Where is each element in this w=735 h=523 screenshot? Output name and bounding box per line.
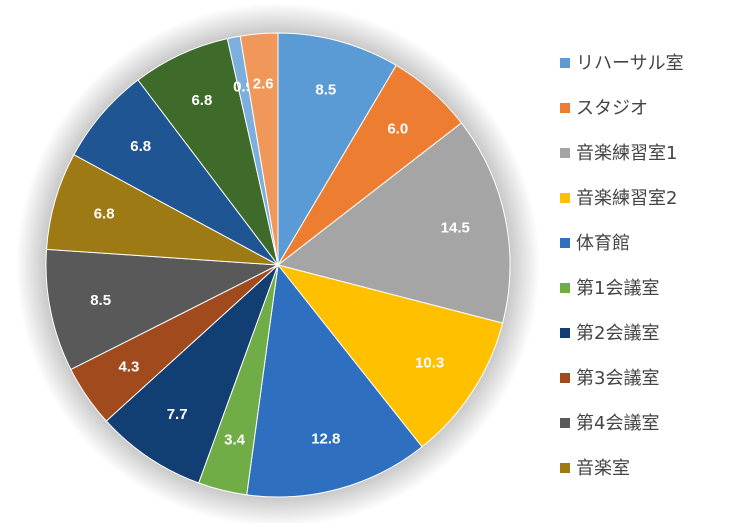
data-label: 6.8 xyxy=(191,92,212,109)
data-label: 6.8 xyxy=(94,206,115,223)
pie-slice xyxy=(276,122,511,324)
legend-label: 音楽練習室1 xyxy=(576,143,677,164)
pie-slice xyxy=(45,248,280,371)
legend-swatch xyxy=(560,193,570,203)
pie-slice xyxy=(105,264,279,484)
data-label: 8.5 xyxy=(315,81,336,98)
data-label: 12.8 xyxy=(311,431,340,448)
legend-label: 音楽練習室2 xyxy=(576,188,677,209)
data-label: 6.8 xyxy=(130,138,151,155)
pie-slice xyxy=(277,32,397,267)
pie-slice xyxy=(276,264,504,448)
legend-label: 音楽室 xyxy=(576,458,630,479)
data-label: 10.3 xyxy=(415,355,444,372)
legend-swatch xyxy=(560,283,570,293)
legend-label: 第4会議室 xyxy=(576,413,659,434)
legend-label: リハーサル室 xyxy=(576,53,684,74)
legend-swatch xyxy=(560,328,570,338)
legend-swatch xyxy=(560,373,570,383)
legend-label: 第3会議室 xyxy=(576,368,659,389)
pie-slice xyxy=(239,32,279,266)
data-label: 14.5 xyxy=(441,220,470,237)
legend-swatch xyxy=(560,418,570,428)
legend-swatch xyxy=(560,238,570,248)
legend-label: 第2会議室 xyxy=(576,323,659,344)
data-label: 4.3 xyxy=(118,358,139,375)
legend-label: 第1会議室 xyxy=(576,278,659,299)
legend-swatch xyxy=(560,463,570,473)
data-label: 3.4 xyxy=(224,432,246,449)
data-label: 2.6 xyxy=(253,76,274,93)
data-label: 6.0 xyxy=(387,120,408,137)
data-label: 7.7 xyxy=(167,406,188,423)
legend-label: 体育館 xyxy=(576,233,630,254)
pie-slice xyxy=(246,263,423,498)
legend-swatch xyxy=(560,103,570,113)
legend-swatch xyxy=(560,148,570,158)
legend-label: スタジオ xyxy=(576,98,648,119)
pie: 8.56.014.510.312.83.47.74.38.56.86.86.80… xyxy=(45,32,511,498)
legend-swatch xyxy=(560,58,570,68)
data-label: 8.5 xyxy=(90,292,111,309)
